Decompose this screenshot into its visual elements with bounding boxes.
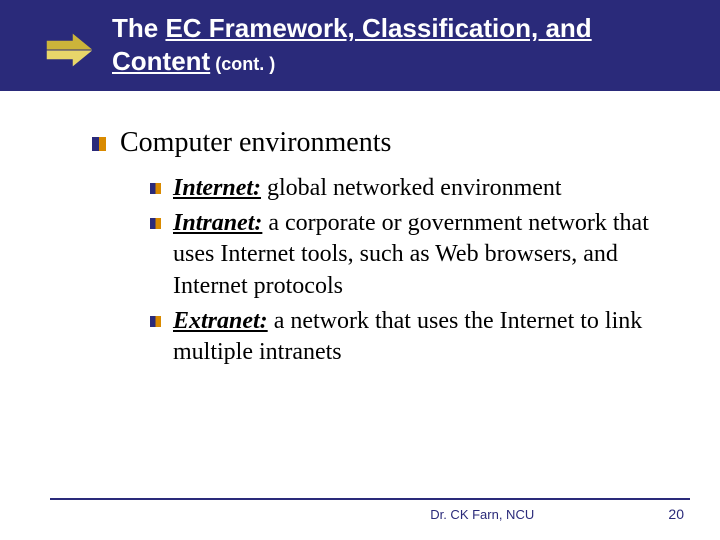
square-bullet-icon bbox=[150, 183, 161, 194]
title-suffix: (cont. ) bbox=[210, 54, 275, 74]
level2-text: Internet: global networked environment bbox=[173, 173, 562, 204]
square-bullet-icon bbox=[92, 137, 106, 151]
footer: Dr. CK Farn, NCU 20 bbox=[50, 498, 690, 522]
definition: global networked environment bbox=[261, 175, 562, 201]
level1-item: Computer environments bbox=[92, 127, 670, 159]
page-number: 20 bbox=[668, 506, 684, 522]
content-area: Computer environments Internet: global n… bbox=[0, 91, 720, 368]
level2-item: Intranet: a corporate or government netw… bbox=[150, 208, 670, 302]
footer-author: Dr. CK Farn, NCU bbox=[430, 507, 534, 522]
title-prefix: The bbox=[112, 13, 165, 43]
title-main: EC Framework, Classification, and Conten… bbox=[112, 13, 592, 76]
term: Internet: bbox=[173, 175, 261, 201]
square-bullet-icon bbox=[150, 316, 161, 327]
arrow-right-icon bbox=[42, 30, 98, 75]
level2-text: Intranet: a corporate or government netw… bbox=[173, 208, 670, 302]
title-band: The EC Framework, Classification, and Co… bbox=[0, 0, 720, 91]
footer-row: Dr. CK Farn, NCU 20 bbox=[50, 506, 690, 522]
level2-item: Internet: global networked environment bbox=[150, 173, 670, 204]
level2-item: Extranet: a network that uses the Intern… bbox=[150, 306, 670, 368]
square-bullet-icon bbox=[150, 218, 161, 229]
term: Extranet: bbox=[173, 308, 268, 334]
term: Intranet: bbox=[173, 210, 262, 236]
slide-title: The EC Framework, Classification, and Co… bbox=[112, 12, 690, 77]
footer-divider bbox=[50, 498, 690, 500]
level1-heading: Computer environments bbox=[120, 127, 391, 159]
level2-list: Internet: global networked environment I… bbox=[150, 173, 670, 368]
level2-text: Extranet: a network that uses the Intern… bbox=[173, 306, 670, 368]
